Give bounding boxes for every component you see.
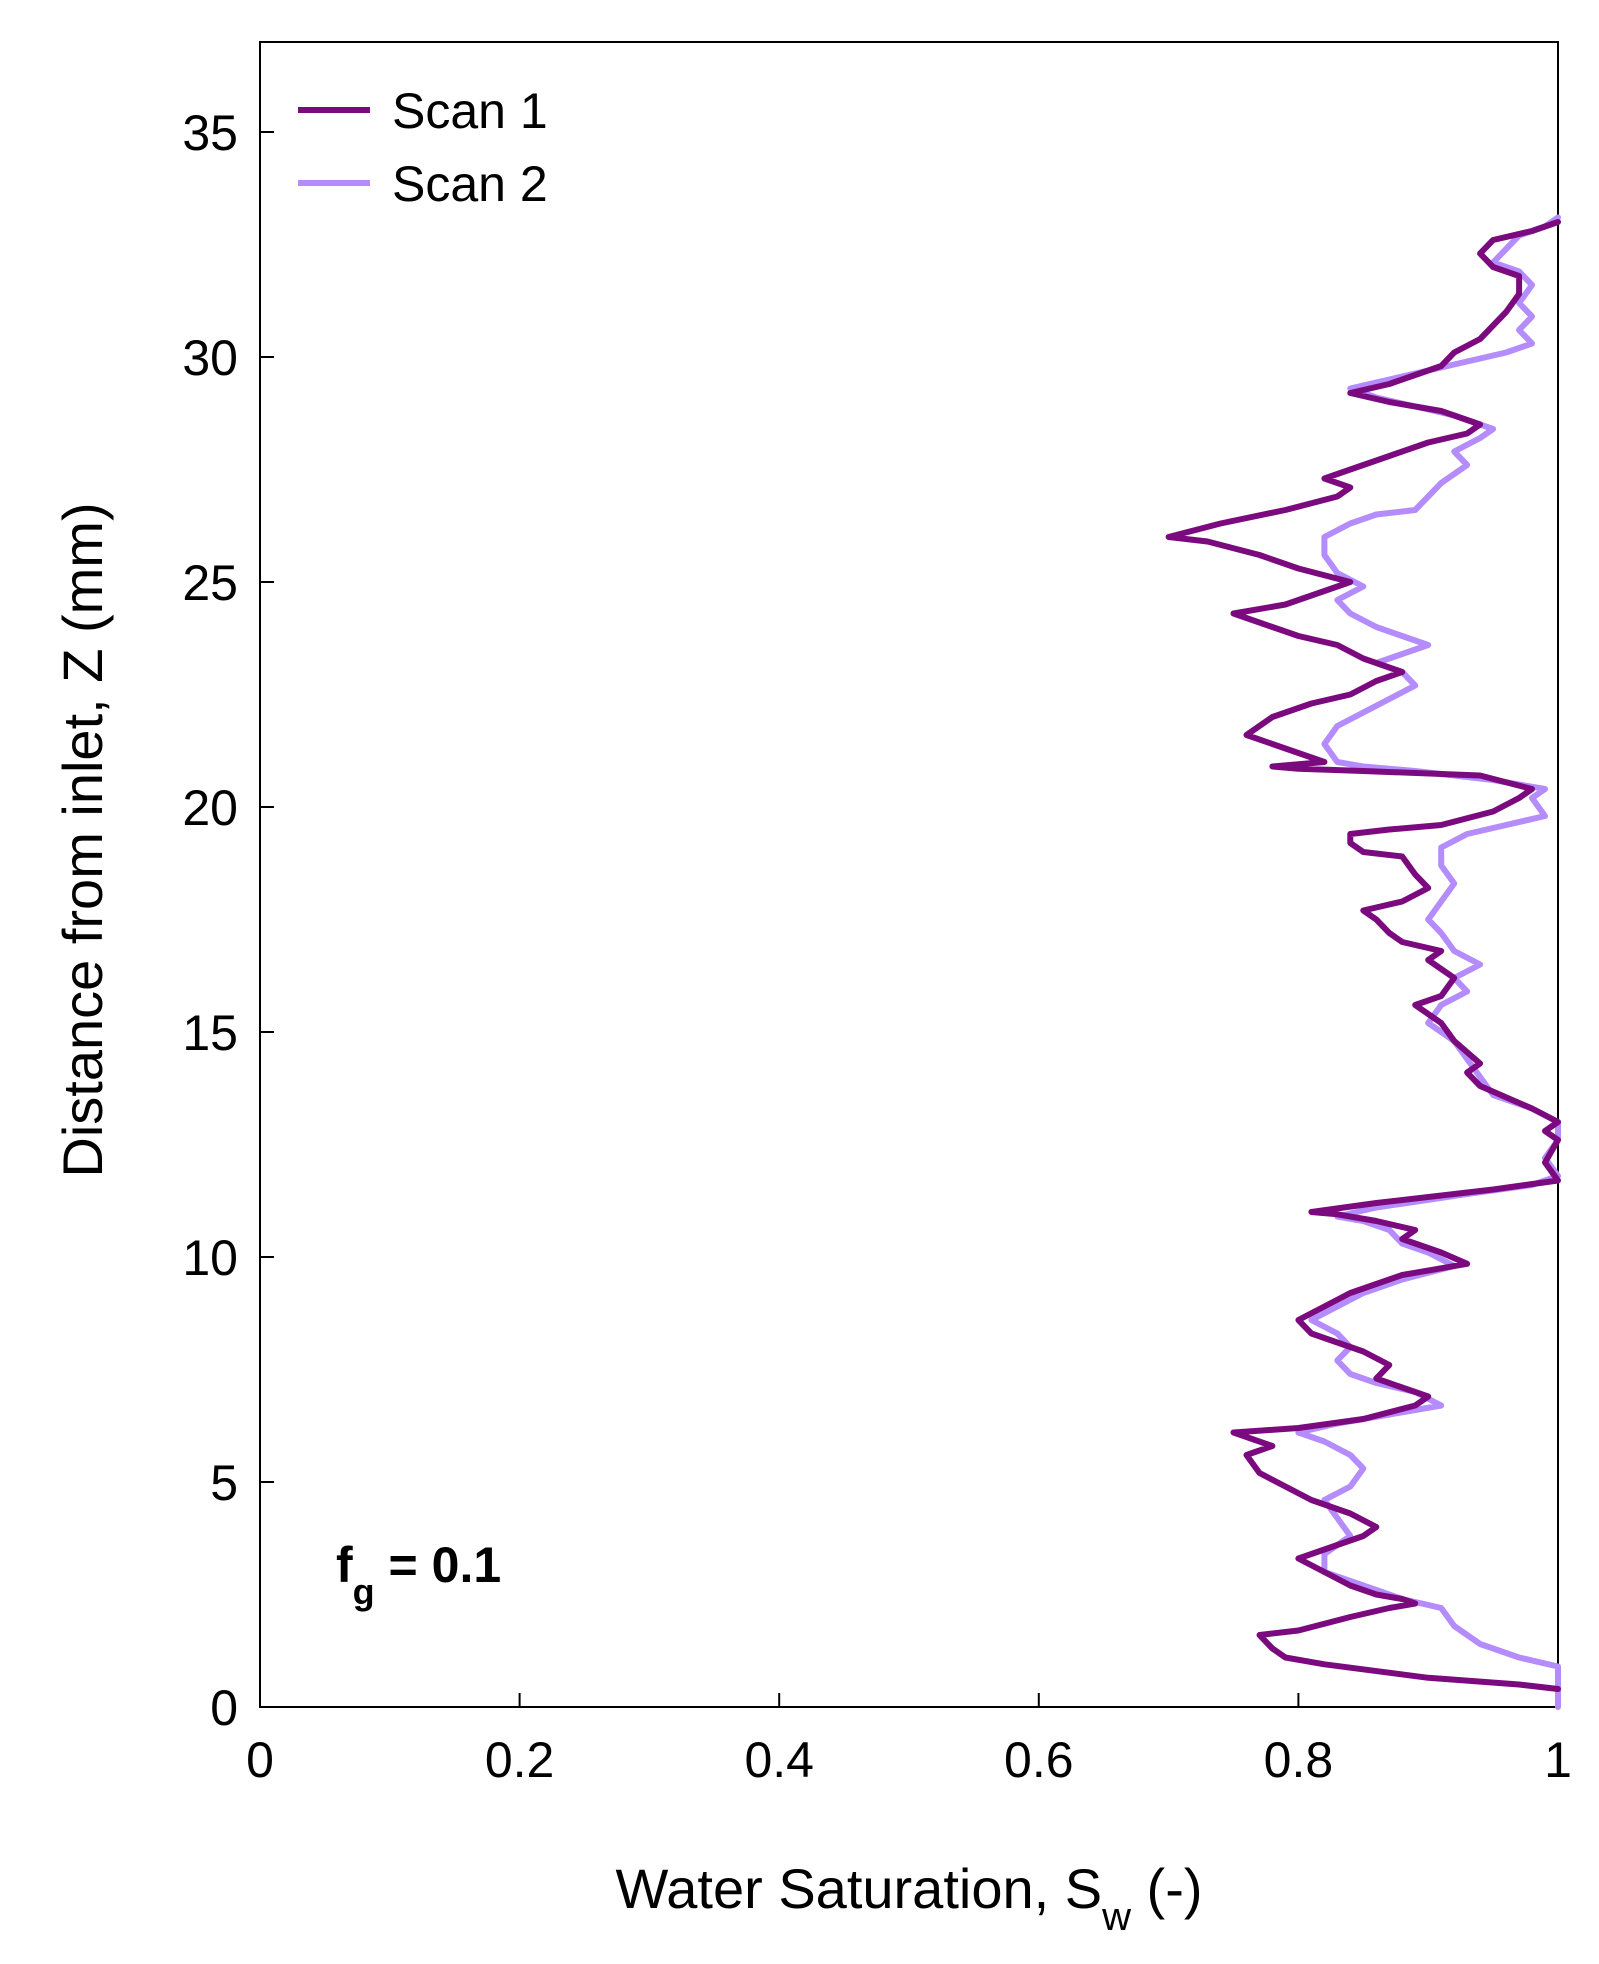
y-tick-label: 5	[210, 1455, 238, 1511]
x-tick-label: 0.2	[485, 1732, 555, 1788]
y-tick-label: 25	[182, 555, 238, 611]
x-tick-label: 0.6	[1004, 1732, 1074, 1788]
y-tick-label: 10	[182, 1230, 238, 1286]
fg-subscript: g	[353, 1571, 375, 1612]
y-tick-label: 20	[182, 780, 238, 836]
legend-label-scan-2: Scan 2	[392, 156, 548, 212]
fg-value: = 0.1	[375, 1537, 502, 1593]
y-axis-ticks: 0 5 10 15 20 25 30 35	[182, 105, 274, 1736]
x-axis-ticks: 0 0.2 0.4 0.6 0.8 1	[246, 1693, 1572, 1788]
x-axis-title: Water Saturation, Sw (-)	[616, 1857, 1203, 1939]
y-tick-label: 30	[182, 330, 238, 386]
y-tick-label: 35	[182, 105, 238, 161]
legend-label-scan-1: Scan 1	[392, 83, 548, 139]
fg-annotation: fg = 0.1	[336, 1537, 501, 1612]
x-tick-label: 1	[1544, 1732, 1572, 1788]
y-tick-label: 0	[210, 1680, 238, 1736]
x-tick-label: 0	[246, 1732, 274, 1788]
x-axis-title-suffix: (-)	[1131, 1857, 1203, 1920]
y-tick-label: 15	[182, 1005, 238, 1061]
plot-frame	[259, 41, 1559, 1708]
legend: Scan 1 Scan 2	[298, 83, 548, 212]
fg-symbol: f	[336, 1537, 353, 1593]
series-line-scan-1	[1165, 219, 1561, 1692]
y-axis-title: Distance from inlet, Z (mm)	[51, 502, 114, 1177]
x-tick-label: 0.4	[744, 1732, 814, 1788]
x-tick-label: 0.8	[1264, 1732, 1334, 1788]
x-axis-title-main: Water Saturation, S	[616, 1857, 1103, 1920]
x-axis-title-subscript: w	[1101, 1895, 1131, 1939]
series-layer	[1165, 214, 1561, 1710]
